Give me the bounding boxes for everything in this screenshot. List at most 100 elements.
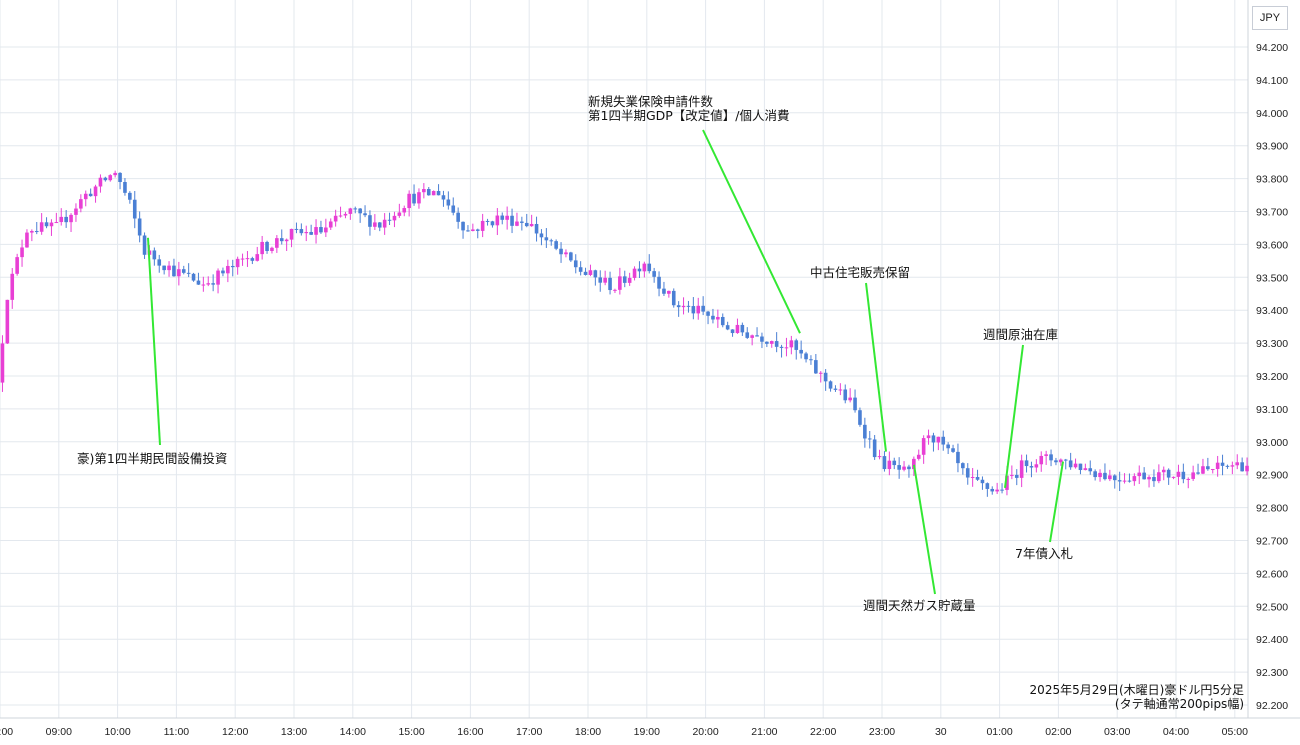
annotation-label-line: 週間天然ガス貯蔵量	[863, 598, 976, 613]
candle	[475, 228, 480, 239]
candle	[74, 203, 78, 222]
candle	[578, 261, 583, 276]
candle-body	[863, 424, 867, 439]
candle-body	[128, 192, 132, 200]
candle-body	[529, 223, 534, 227]
candle-body	[1176, 471, 1181, 477]
candle-body	[226, 265, 230, 274]
y-tick-label: 93.200	[1256, 371, 1288, 383]
candle-body	[711, 315, 715, 320]
x-tick-label: 17:00	[516, 726, 542, 738]
candle	[848, 388, 852, 403]
candle-body	[1068, 460, 1073, 468]
candle	[39, 213, 44, 235]
candle	[686, 300, 691, 313]
candle-body	[328, 221, 333, 228]
candle-body	[809, 359, 813, 361]
candle	[157, 254, 162, 273]
candle-body	[941, 436, 946, 445]
candle	[328, 218, 333, 231]
candle-body	[83, 193, 88, 200]
candle-body	[1044, 454, 1048, 456]
candle-body	[765, 341, 769, 344]
candle	[181, 265, 186, 275]
candle	[79, 194, 83, 213]
candle	[691, 297, 696, 320]
candle-body	[686, 305, 691, 307]
candle	[882, 451, 887, 472]
candle	[260, 235, 264, 260]
candle	[304, 225, 309, 242]
y-tick-label: 93.400	[1256, 305, 1288, 317]
candle-body	[10, 273, 15, 300]
candle-body	[1142, 472, 1146, 480]
candle	[98, 174, 103, 193]
candle-body	[1073, 463, 1078, 468]
candle	[505, 206, 509, 230]
candle	[402, 205, 407, 217]
chart-footnote: 2025年5月29日(木曜日)豪ドル円5分足 (タテ軸通常200pips幅)	[1030, 683, 1244, 711]
candle	[230, 259, 235, 277]
candle-body	[1196, 472, 1200, 474]
candle	[186, 263, 191, 278]
y-tick-label: 93.600	[1256, 239, 1288, 251]
candle-body	[848, 397, 852, 401]
candle	[1073, 458, 1078, 469]
candle-body	[30, 231, 34, 233]
candle-body	[309, 231, 313, 235]
candle	[1063, 458, 1068, 470]
candle-body	[279, 238, 284, 242]
candle-body	[235, 258, 240, 268]
candle-body	[25, 232, 29, 248]
candle-body	[1137, 472, 1142, 477]
candle	[990, 486, 995, 495]
candle-body	[132, 199, 137, 219]
candle	[69, 213, 73, 233]
candle	[88, 188, 93, 197]
candle	[564, 249, 568, 258]
candle	[211, 274, 215, 292]
candle	[1083, 463, 1088, 471]
candle	[897, 457, 901, 479]
candle-body	[1210, 469, 1215, 471]
footnote-line-1: 2025年5月29日(木曜日)豪ドル円5分足	[1029, 683, 1244, 697]
candle-body	[59, 216, 64, 223]
candle-body	[265, 241, 269, 251]
candle	[858, 407, 862, 427]
candle-body	[789, 340, 794, 348]
candle-body	[818, 372, 823, 374]
candle-body	[559, 248, 563, 255]
candle	[1024, 454, 1029, 473]
candle	[671, 288, 676, 308]
candle-body	[897, 465, 901, 470]
candle-body	[613, 289, 617, 291]
candle-body	[662, 288, 666, 294]
candle	[1103, 463, 1107, 481]
candle-body	[1034, 464, 1039, 468]
candle-body	[294, 228, 299, 230]
candle	[480, 213, 485, 238]
candle-body	[701, 305, 705, 312]
candle	[774, 332, 779, 353]
candle-body	[480, 220, 485, 231]
candle	[769, 340, 774, 348]
candle	[250, 256, 255, 265]
candle-body	[916, 454, 921, 459]
candle-body	[270, 247, 274, 251]
candle	[1059, 458, 1063, 466]
annotation-label: 新規失業保険申請件数 第1四半期GDP【改定値】/個人消費	[588, 95, 790, 123]
candle	[559, 242, 563, 263]
candle-body	[284, 239, 289, 242]
candle-body	[784, 347, 789, 349]
candle-body	[167, 265, 171, 271]
grid	[0, 0, 1248, 718]
candle-body	[260, 241, 264, 255]
candle-body	[206, 283, 211, 285]
candle-body	[426, 189, 431, 196]
y-tick-label: 93.300	[1256, 338, 1288, 350]
candle	[598, 270, 603, 292]
candle-body	[1225, 465, 1230, 467]
candle-body	[397, 212, 402, 216]
candle	[441, 190, 446, 207]
candle	[113, 170, 117, 178]
